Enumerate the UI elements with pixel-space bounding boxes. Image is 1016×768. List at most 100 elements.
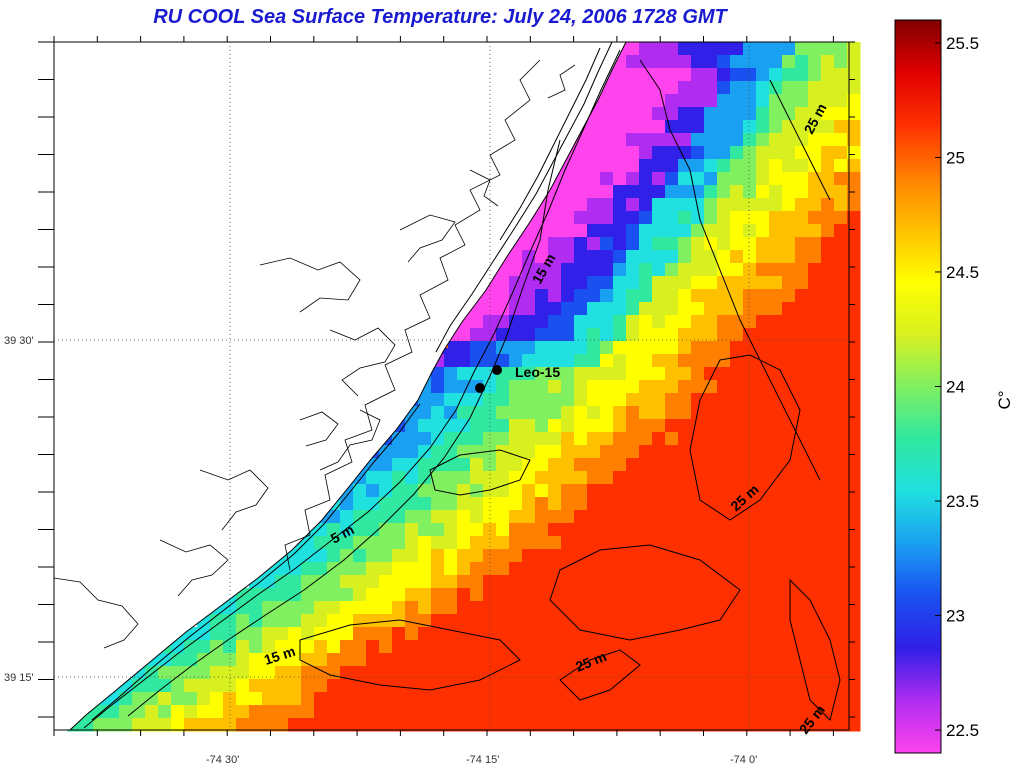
sst-pixel — [587, 679, 601, 693]
sst-pixel — [769, 627, 783, 641]
sst-pixel — [626, 133, 640, 147]
sst-pixel — [106, 718, 120, 732]
sst-pixel — [522, 523, 536, 537]
sst-pixel — [834, 523, 848, 537]
sst-pixel — [379, 497, 393, 511]
sst-pixel — [626, 562, 640, 576]
sst-pixel — [574, 705, 588, 719]
sst-pixel — [691, 68, 705, 82]
sst-pixel — [782, 497, 796, 511]
sst-pixel — [327, 705, 341, 719]
sst-pixel — [821, 445, 835, 459]
sst-pixel — [795, 536, 809, 550]
station-marker-leo15-south[interactable] — [475, 383, 485, 393]
sst-pixel — [821, 55, 835, 69]
sst-pixel — [769, 185, 783, 199]
sst-pixel — [691, 523, 705, 537]
sst-pixel — [613, 146, 627, 160]
sst-pixel — [158, 718, 172, 732]
sst-pixel — [730, 146, 744, 160]
sst-pixel — [782, 562, 796, 576]
sst-pixel — [561, 406, 575, 420]
sst-pixel — [847, 198, 861, 212]
sst-pixel — [665, 588, 679, 602]
sst-pixel — [652, 653, 666, 667]
sst-pixel — [457, 640, 471, 654]
sst-pixel — [587, 718, 601, 732]
sst-pixel — [691, 588, 705, 602]
sst-pixel — [821, 315, 835, 329]
sst-pixel — [678, 185, 692, 199]
sst-pixel — [769, 497, 783, 511]
sst-pixel — [808, 68, 822, 82]
sst-pixel — [574, 523, 588, 537]
sst-pixel — [626, 237, 640, 251]
sst-pixel — [483, 679, 497, 693]
sst-pixel — [223, 679, 237, 693]
sst-pixel — [353, 497, 367, 511]
sst-pixel — [769, 107, 783, 121]
sst-pixel — [847, 497, 861, 511]
sst-pixel — [652, 341, 666, 355]
coastline — [69, 41, 627, 731]
sst-pixel — [665, 237, 679, 251]
sst-pixel — [600, 276, 614, 290]
sst-pixel — [756, 302, 770, 316]
sst-pixel — [808, 406, 822, 420]
sst-pixel — [665, 120, 679, 134]
sst-pixel — [600, 445, 614, 459]
sst-pixel — [340, 549, 354, 563]
sst-pixel — [730, 315, 744, 329]
sst-pixel — [561, 536, 575, 550]
sst-pixel — [678, 380, 692, 394]
sst-pixel — [678, 55, 692, 69]
sst-pixel — [405, 510, 419, 524]
sst-pixel — [600, 146, 614, 160]
sst-pixel — [808, 471, 822, 485]
sst-pixel — [652, 601, 666, 615]
sst-pixel — [652, 588, 666, 602]
sst-pixel — [782, 705, 796, 719]
sst-pixel — [756, 120, 770, 134]
sst-pixel — [405, 588, 419, 602]
sst-pixel — [457, 614, 471, 628]
sst-pixel — [418, 666, 432, 680]
sst-pixel — [535, 705, 549, 719]
sst-pixel — [509, 458, 523, 472]
sst-pixel — [431, 367, 445, 381]
sst-pixel — [184, 666, 198, 680]
sst-pixel — [288, 549, 302, 563]
sst-pixel — [665, 302, 679, 316]
sst-pixel — [769, 68, 783, 82]
sst-pixel — [574, 718, 588, 732]
sst-pixel — [613, 120, 627, 134]
sst-pixel — [470, 406, 484, 420]
sst-pixel — [834, 120, 848, 134]
sst-pixel — [119, 718, 133, 732]
sst-pixel — [665, 640, 679, 654]
sst-pixel — [275, 705, 289, 719]
sst-pixel — [795, 81, 809, 95]
sst-pixel — [821, 601, 835, 615]
sst-pixel — [795, 458, 809, 472]
sst-pixel — [444, 367, 458, 381]
sst-pixel — [678, 198, 692, 212]
sst-pixel — [639, 198, 653, 212]
sst-pixel — [548, 289, 562, 303]
sst-pixel — [821, 536, 835, 550]
sst-pixel — [795, 120, 809, 134]
sst-pixel — [483, 458, 497, 472]
sst-pixel — [821, 146, 835, 160]
sst-pixel — [834, 705, 848, 719]
sst-pixel — [652, 211, 666, 225]
sst-pixel — [847, 146, 861, 160]
sst-pixel — [847, 94, 861, 108]
sst-pixel — [444, 484, 458, 498]
sst-pixel — [808, 419, 822, 433]
sst-pixel — [600, 341, 614, 355]
sst-pixel — [704, 705, 718, 719]
station-marker-leo15-north[interactable] — [492, 365, 502, 375]
sst-pixel — [626, 276, 640, 290]
sst-pixel — [496, 588, 510, 602]
sst-pixel — [587, 445, 601, 459]
